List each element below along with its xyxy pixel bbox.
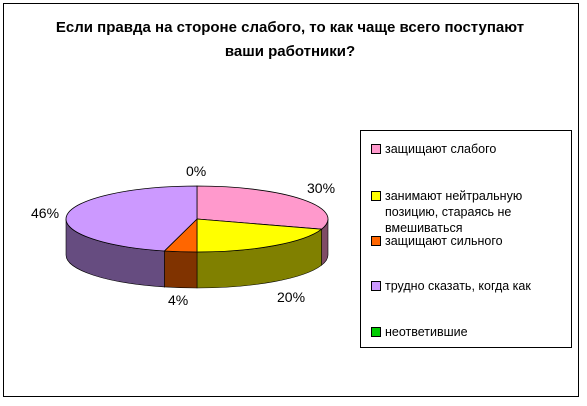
data-label-zashchishchayut-slabogo: 30% <box>307 180 336 196</box>
data-label-neotvetivshie: 0% <box>186 163 207 179</box>
legend-swatch <box>371 191 381 201</box>
data-label-neytralnaya-pozitsiya: 20% <box>277 289 306 305</box>
legend-item-zashchishchayut-slabogo: защищают слабого <box>371 141 565 157</box>
legend-item-neytralnaya-pozitsiya: занимают нейтральную позицию, стараясь н… <box>371 188 550 236</box>
pie-slice-zashchishchayut-slabogo <box>196 185 329 230</box>
legend-label: неответившие <box>385 325 468 339</box>
chart-title: Если правда на стороне слабого, то как ч… <box>55 19 525 60</box>
data-label-zashchishchayut-silnogo: 4% <box>168 292 189 308</box>
pie-slice-neytralnaya-pozitsiya <box>196 218 323 253</box>
legend: защищают слабого занимают нейтральную по… <box>360 130 572 348</box>
legend-label: занимают нейтральную позицию, стараясь н… <box>385 189 523 235</box>
legend-item-zashchishchayut-silnogo: защищают сильного <box>371 233 565 249</box>
pie-slice-trudno-skazat <box>65 185 198 252</box>
pie-slice-side-zashchishchayut-silnogo <box>164 250 198 289</box>
legend-swatch <box>371 281 381 291</box>
data-label-trudno-skazat: 46% <box>31 205 60 221</box>
legend-swatch <box>371 327 381 337</box>
legend-swatch <box>371 236 381 246</box>
legend-label: защищают слабого <box>385 142 497 156</box>
legend-swatch <box>371 144 381 154</box>
legend-item-trudno-skazat: трудно сказать, когда как <box>371 278 565 294</box>
legend-label: трудно сказать, когда как <box>385 279 531 293</box>
legend-label: защищают сильного <box>385 234 503 248</box>
legend-item-neotvetivshie: неответившие <box>371 324 565 340</box>
